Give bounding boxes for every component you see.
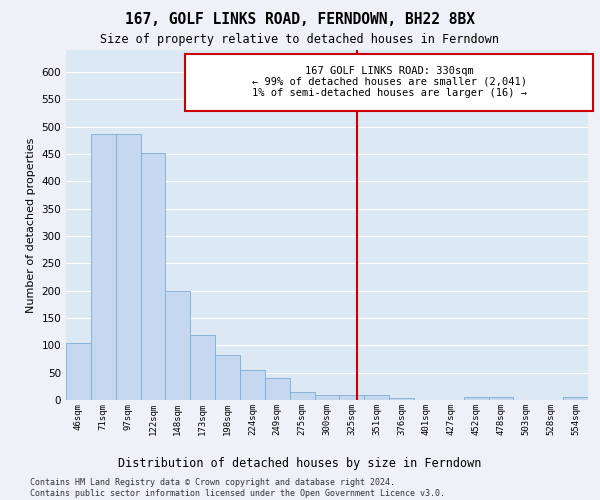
Bar <box>464 398 488 400</box>
Text: 167, GOLF LINKS ROAD, FERNDOWN, BH22 8BX: 167, GOLF LINKS ROAD, FERNDOWN, BH22 8BX <box>125 12 475 28</box>
Bar <box>290 392 314 400</box>
Bar <box>140 153 166 400</box>
Bar <box>190 335 215 400</box>
Text: Contains HM Land Registry data © Crown copyright and database right 2024.
Contai: Contains HM Land Registry data © Crown c… <box>30 478 445 498</box>
Text: Size of property relative to detached houses in Ferndown: Size of property relative to detached ho… <box>101 32 499 46</box>
Bar <box>240 370 265 400</box>
Bar <box>116 134 140 400</box>
Text: ← 99% of detached houses are smaller (2,041): ← 99% of detached houses are smaller (2,… <box>251 76 527 86</box>
Bar <box>364 395 389 400</box>
Text: 167 GOLF LINKS ROAD: 330sqm: 167 GOLF LINKS ROAD: 330sqm <box>305 66 473 76</box>
Y-axis label: Number of detached properties: Number of detached properties <box>26 138 36 312</box>
Bar <box>488 398 514 400</box>
Bar <box>563 398 588 400</box>
Bar <box>91 134 116 400</box>
Bar <box>66 342 91 400</box>
Bar <box>166 290 190 400</box>
Text: Distribution of detached houses by size in Ferndown: Distribution of detached houses by size … <box>118 458 482 470</box>
Bar <box>340 394 364 400</box>
Bar <box>215 355 240 400</box>
Bar <box>314 395 340 400</box>
Text: 1% of semi-detached houses are larger (16) →: 1% of semi-detached houses are larger (1… <box>251 88 527 98</box>
Bar <box>265 378 290 400</box>
Bar <box>389 398 414 400</box>
FancyBboxPatch shape <box>185 54 593 112</box>
